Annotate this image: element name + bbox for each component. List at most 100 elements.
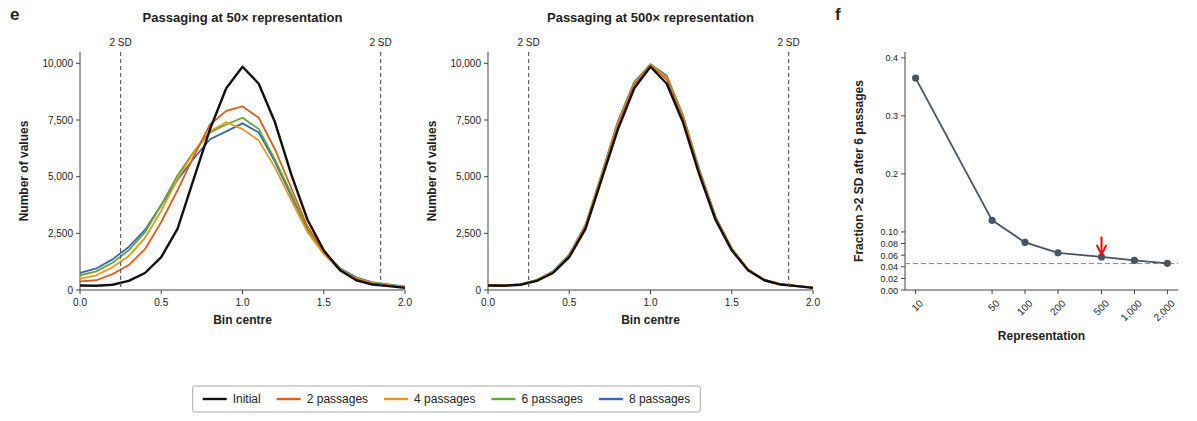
- plot-area: [488, 52, 813, 290]
- arrow: [1101, 237, 1103, 255]
- y-axis-line: [80, 52, 81, 290]
- annotation: 2 SD: [370, 37, 392, 48]
- x-tick: [405, 290, 406, 294]
- x-axis-label: Bin centre: [621, 313, 680, 327]
- point: [912, 75, 919, 82]
- series-line: [80, 106, 405, 287]
- y-tick: [901, 115, 905, 116]
- x-tick-label: 2.0: [398, 297, 412, 308]
- sd-line: [788, 52, 789, 290]
- chart-title: Passaging at 50× representation: [143, 10, 343, 25]
- x-tick-label: 0.0: [481, 297, 495, 308]
- legend-entry: 6 passages: [521, 392, 582, 406]
- annotation: 2 SD: [518, 37, 540, 48]
- y-axis-label: Fraction >2 SD after 6 passages: [852, 80, 866, 262]
- y-tick-label: 0: [475, 285, 481, 296]
- y-tick-label: 5,000: [48, 171, 73, 182]
- panel-label: f: [835, 5, 841, 24]
- x-tick-label: 0.5: [562, 297, 576, 308]
- series-line: [488, 64, 813, 287]
- series-line: [80, 118, 405, 287]
- legend-swatch: [491, 398, 515, 400]
- y-tick: [901, 255, 905, 256]
- point: [988, 217, 995, 224]
- sd-line: [380, 52, 381, 290]
- y-tick: [76, 176, 80, 177]
- x-tick-label: 1.5: [317, 297, 331, 308]
- plot-area: [905, 75, 1178, 267]
- y-axis-line: [905, 52, 906, 290]
- x-tick: [1101, 290, 1102, 294]
- y-tick: [484, 176, 488, 177]
- y-tick-label: 0.2: [885, 169, 898, 179]
- y-tick: [484, 120, 488, 121]
- y-tick-label: 0.02: [880, 274, 898, 284]
- y-tick: [76, 233, 80, 234]
- y-tick-label: 0.10: [880, 227, 898, 237]
- series-line: [488, 66, 813, 288]
- point: [1054, 249, 1061, 256]
- legend-entry: 2 passages: [307, 392, 368, 406]
- y-tick-label: 10,000: [450, 58, 481, 69]
- x-tick: [488, 290, 489, 294]
- y-tick-label: 0.4: [885, 53, 898, 63]
- y-axis-line: [488, 52, 489, 290]
- y-tick: [484, 290, 488, 291]
- panel: 10501002005001,0002,0000.000.020.040.060…: [835, 5, 1178, 343]
- x-tick-label: 1.5: [725, 297, 739, 308]
- y-axis-label: Number of values: [17, 120, 31, 221]
- series-line: [488, 67, 813, 288]
- legend: Initial2 passages4 passages6 passages8 p…: [193, 386, 701, 412]
- x-tick: [1025, 290, 1026, 294]
- y-tick: [901, 57, 905, 58]
- y-tick-label: 0: [67, 285, 73, 296]
- x-tick-label: 0.5: [154, 297, 168, 308]
- x-tick-label: 1.0: [644, 297, 658, 308]
- x-tick: [915, 290, 916, 294]
- y-tick-label: 10,000: [42, 58, 73, 69]
- x-axis-line: [905, 290, 1178, 291]
- x-tick: [650, 290, 651, 294]
- y-tick: [901, 231, 905, 232]
- series-line: [916, 78, 1168, 263]
- x-tick: [1057, 290, 1058, 294]
- y-tick-label: 0.00: [880, 286, 898, 296]
- x-tick: [323, 290, 324, 294]
- plot-area: [80, 52, 405, 290]
- x-tick-label: 200: [1048, 297, 1068, 317]
- x-tick: [1167, 290, 1168, 294]
- chart-title: Passaging at 500× representation: [547, 10, 754, 25]
- series-line: [80, 67, 405, 288]
- y-tick-label: 2,500: [48, 228, 73, 239]
- point: [1131, 257, 1138, 264]
- x-tick: [731, 290, 732, 294]
- legend-entry: Initial: [233, 392, 261, 406]
- panel: 0.00.51.01.52.002,5005,0007,50010,000Bin…: [10, 5, 412, 327]
- y-tick: [76, 63, 80, 64]
- panel-label: e: [10, 5, 19, 24]
- annotation: 2 SD: [778, 37, 800, 48]
- x-tick-label: 1,000: [1118, 297, 1144, 323]
- y-tick: [901, 266, 905, 267]
- y-tick-label: 0.04: [880, 262, 898, 272]
- figure: 0.0 0.5 1.0 1.5 2.0 0 2,500 5,000 7,500 10,000 Bin…: [0, 0, 1197, 421]
- y-tick: [901, 278, 905, 279]
- x-tick-label: 1.0: [236, 297, 250, 308]
- reference-line: [905, 263, 1178, 264]
- x-tick: [242, 290, 243, 294]
- x-tick: [569, 290, 570, 294]
- x-axis-label: Representation: [998, 329, 1085, 343]
- series-line: [488, 64, 813, 287]
- x-tick: [813, 290, 814, 294]
- y-tick: [901, 290, 905, 291]
- y-tick: [901, 243, 905, 244]
- y-tick-label: 7,500: [48, 115, 73, 126]
- x-tick-label: 50: [986, 297, 1002, 313]
- point: [1021, 239, 1028, 246]
- annotation: 2 SD: [110, 37, 132, 48]
- x-tick: [161, 290, 162, 294]
- y-tick: [484, 63, 488, 64]
- legend-swatch: [277, 398, 301, 400]
- x-tick: [992, 290, 993, 294]
- sd-line: [528, 52, 529, 290]
